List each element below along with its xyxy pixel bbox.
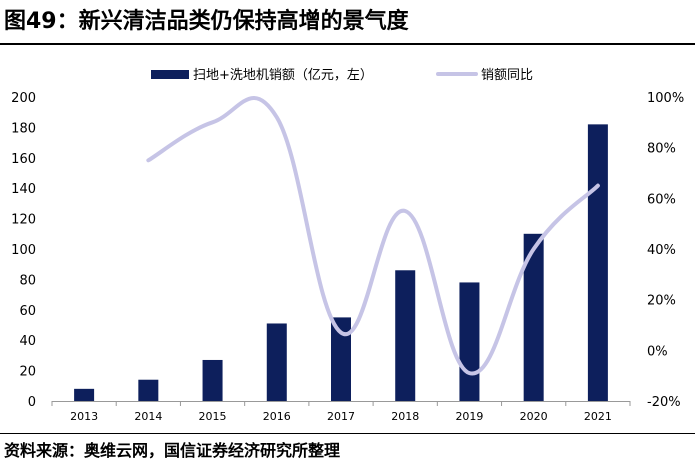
x-axis-tick: 2020	[520, 410, 548, 423]
left-axis-tick: 120	[11, 213, 36, 228]
left-axis-tick: 200	[11, 91, 36, 106]
left-axis-tick: 160	[11, 152, 36, 167]
left-axis-tick: 180	[11, 121, 36, 136]
x-axis-tick: 2018	[391, 410, 419, 423]
left-axis-tick: 40	[19, 334, 36, 349]
left-axis-tick: 140	[11, 182, 36, 197]
source-rule	[0, 433, 695, 434]
legend-bar-swatch	[151, 70, 189, 79]
right-axis-tick: 40%	[647, 243, 676, 258]
x-axis-tick: 2013	[70, 410, 98, 423]
legend-bar-label: 扫地+洗地机销额（亿元，左）	[193, 68, 373, 83]
right-axis-tick: 80%	[647, 142, 676, 157]
bar-2021	[587, 124, 608, 402]
x-axis-tick: 2019	[455, 410, 483, 423]
left-axis-tick: 60	[19, 304, 36, 319]
right-axis-tick: 100%	[647, 91, 684, 106]
left-axis-tick: 20	[19, 365, 36, 380]
legend-line-label: 销额同比	[481, 68, 533, 83]
bar-2018	[395, 270, 416, 401]
left-axis-tick: 0	[28, 395, 36, 410]
bar-2014	[138, 379, 159, 401]
x-axis-tick: 2016	[263, 410, 291, 423]
bar-2019	[459, 282, 480, 401]
yoy-line	[146, 96, 600, 376]
right-axis-tick: 0%	[647, 344, 668, 359]
title-rule	[0, 43, 695, 45]
combo-chart: 扫地+洗地机销额（亿元，左） 销额同比 0 20 40 60 80 100 120 140 160 1…	[11, 68, 684, 423]
x-axis-tick: 2021	[584, 410, 612, 423]
bar-2016	[266, 323, 287, 401]
bar-2020	[523, 233, 544, 401]
right-axis-tick: -20%	[647, 395, 681, 410]
figure-title: 图49：新兴清洁品类仍保持高增的景气度	[4, 9, 409, 34]
bar-2017	[331, 317, 351, 401]
source-note: 资料来源：奥维云网，国信证券经济研究所整理	[4, 441, 341, 460]
left-axis-tick: 80	[19, 273, 36, 288]
left-axis-tick: 100	[11, 243, 36, 258]
bar-2015	[202, 359, 223, 401]
bar-2013	[74, 388, 95, 401]
x-axis-tick: 2014	[134, 410, 162, 423]
x-axis-tick: 2017	[327, 410, 355, 423]
x-axis-tick: 2015	[199, 410, 227, 423]
right-axis-tick: 20%	[647, 294, 676, 309]
right-axis-tick: 60%	[647, 192, 676, 207]
